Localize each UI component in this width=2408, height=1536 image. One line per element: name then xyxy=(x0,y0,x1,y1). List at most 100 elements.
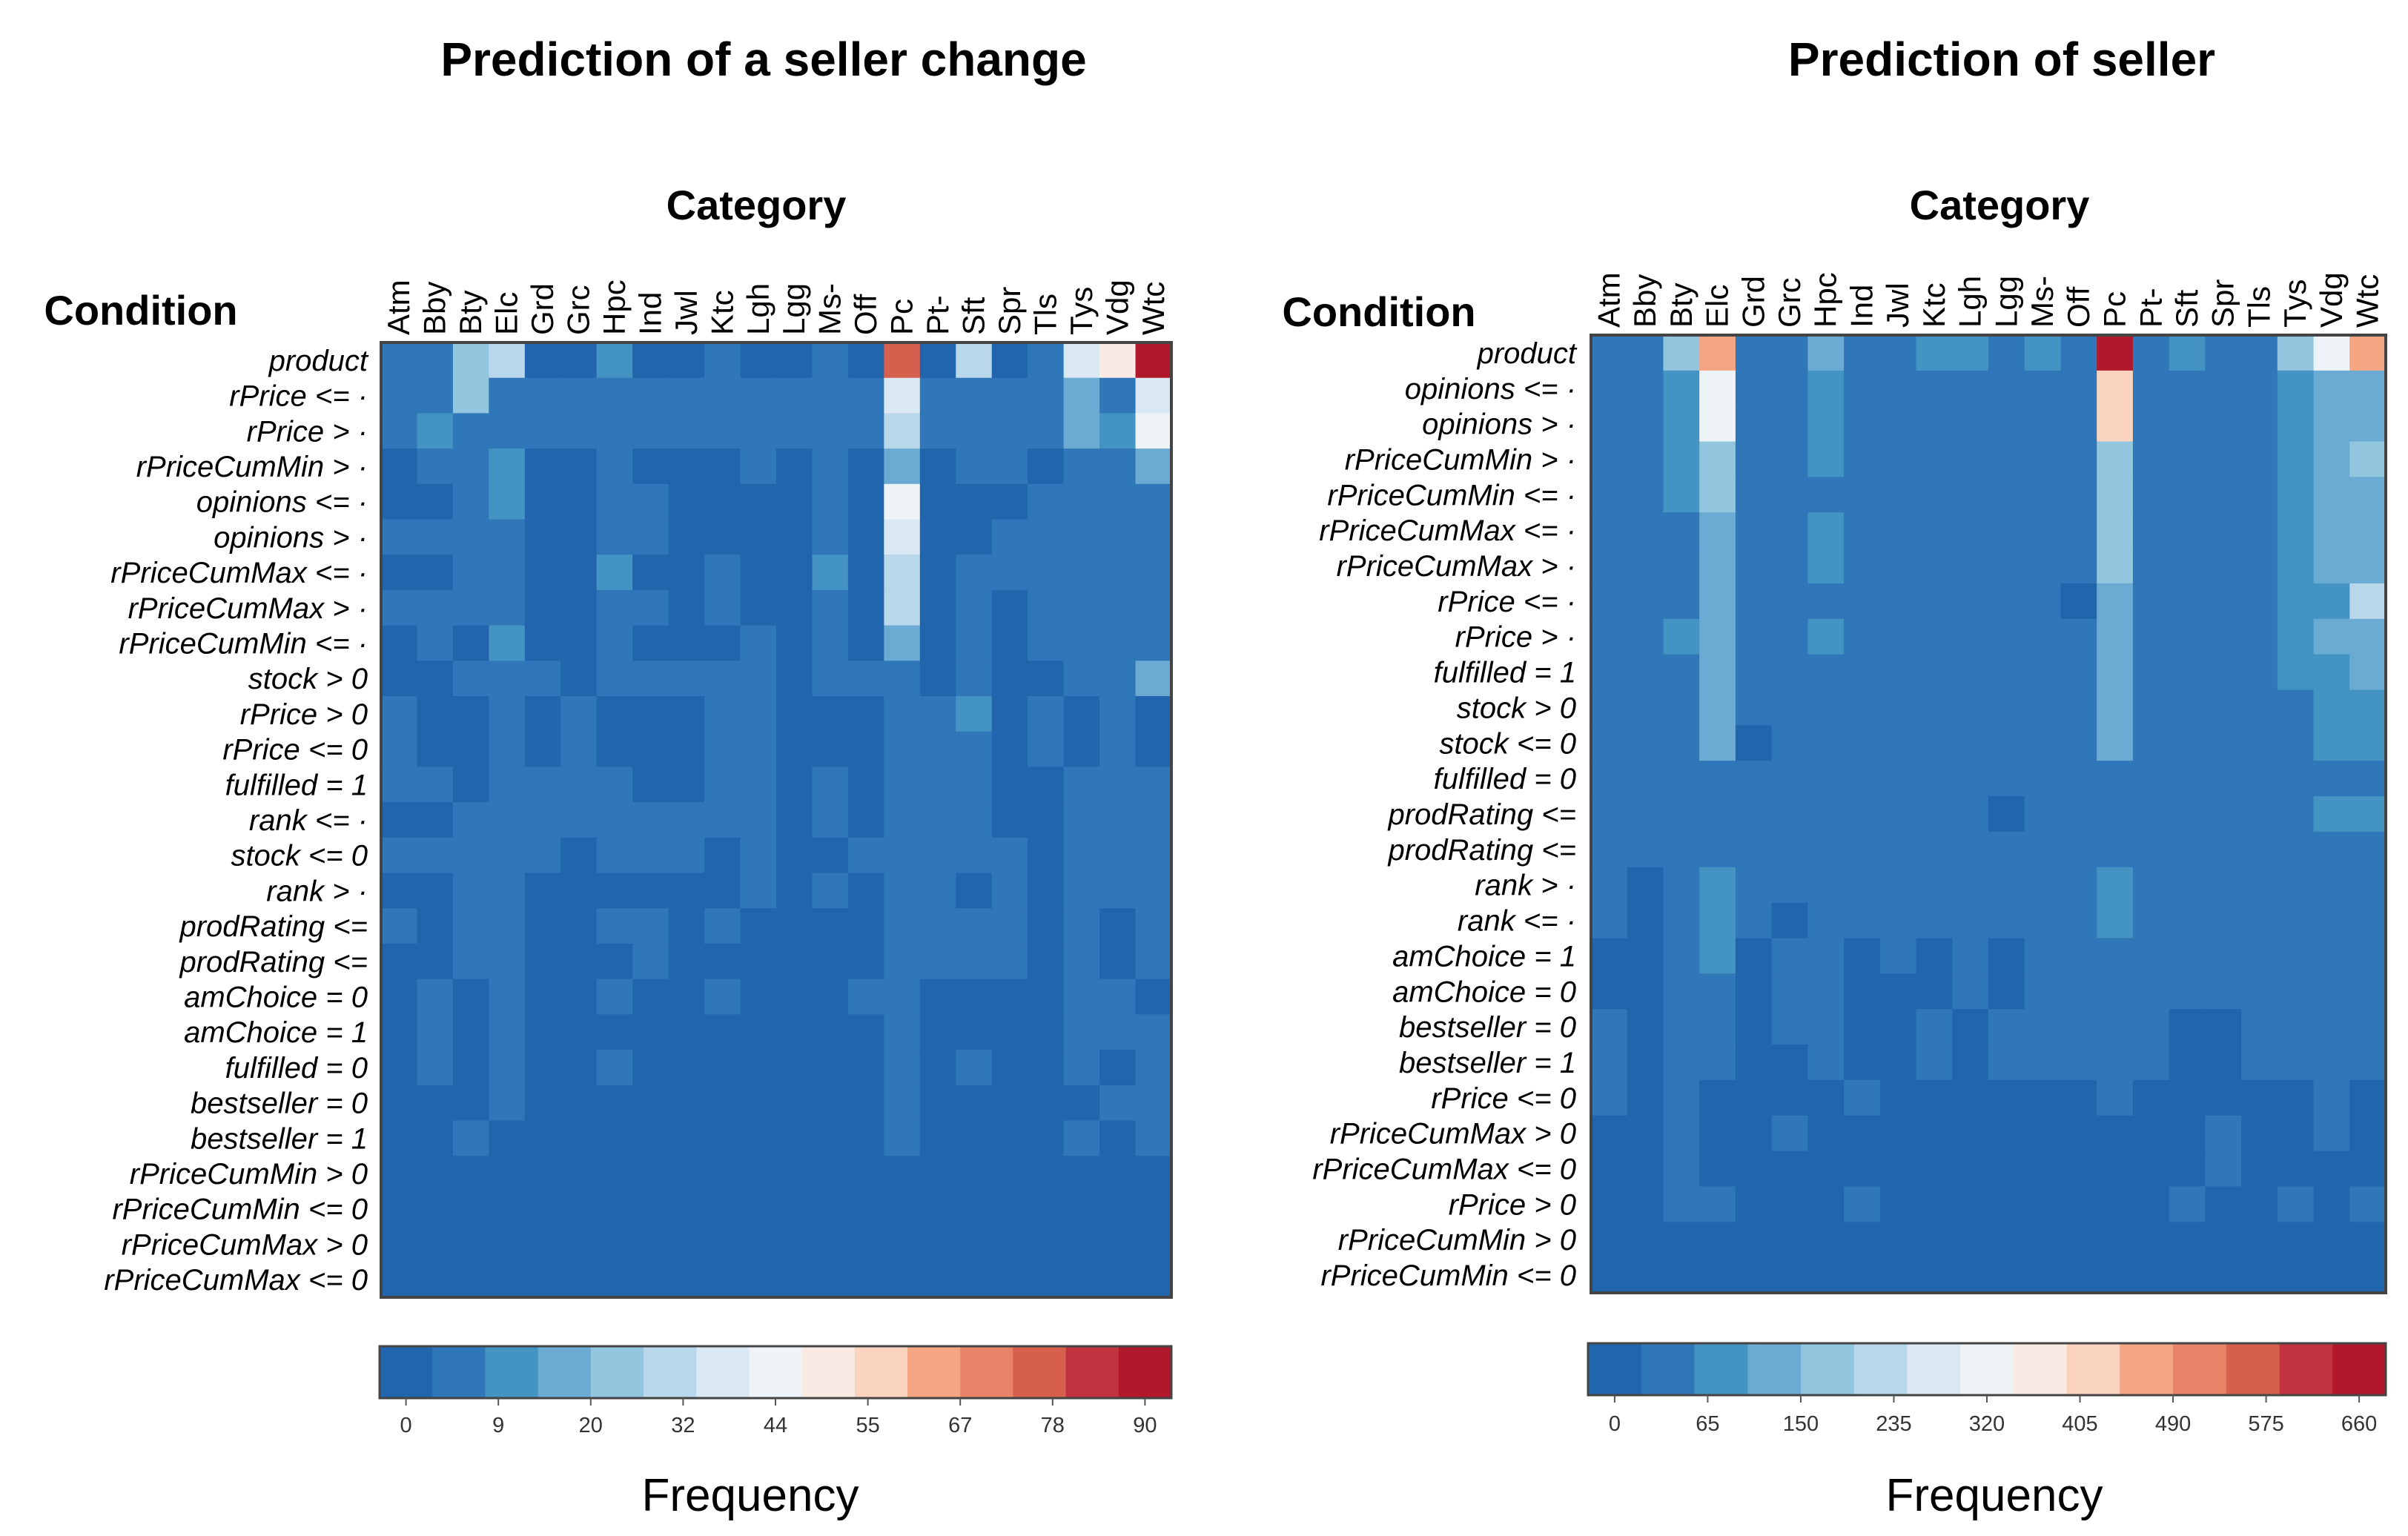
heatmap-cell xyxy=(919,731,956,768)
heatmap-cell xyxy=(1807,902,1845,939)
heatmap-cell xyxy=(919,661,956,697)
heatmap-cell xyxy=(1099,1156,1137,1192)
heatmap-cell xyxy=(452,1226,489,1262)
heatmap-cell xyxy=(1699,1257,1736,1294)
heatmap-cell xyxy=(1988,1115,2025,1152)
heatmap-cell xyxy=(452,448,489,485)
heatmap-cell xyxy=(1844,761,1881,797)
heatmap-cell xyxy=(452,873,489,909)
heatmap-cell xyxy=(1735,583,1773,620)
row-label: amChoice = 1 xyxy=(1392,940,1576,973)
heatmap-cell xyxy=(884,589,921,626)
heatmap-cell xyxy=(560,908,598,944)
heatmap-cell xyxy=(1988,831,2025,868)
heatmap-cell xyxy=(847,413,884,449)
heatmap-cell xyxy=(2205,405,2242,443)
heatmap-cell xyxy=(884,1156,921,1192)
heatmap-cell xyxy=(596,413,633,449)
heatmap-cell xyxy=(1879,831,1917,868)
heatmap-cell xyxy=(1663,831,1700,868)
heatmap-cell xyxy=(956,1191,993,1228)
heatmap-cell xyxy=(2132,405,2170,443)
heatmap-cell xyxy=(489,873,526,909)
heatmap-cell xyxy=(919,1226,956,1262)
heatmap-cell xyxy=(2024,441,2062,478)
heatmap-cell xyxy=(1807,831,1845,868)
heatmap-cell xyxy=(1879,1009,1917,1045)
heatmap-cell xyxy=(417,661,454,697)
heatmap-cell xyxy=(919,519,956,555)
heatmap-cell xyxy=(2132,725,2170,761)
heatmap-cell xyxy=(704,1262,741,1298)
heatmap-cell xyxy=(847,802,884,838)
heatmap-cell xyxy=(812,1156,849,1192)
heatmap-cell xyxy=(1028,1120,1065,1156)
heatmap-cell xyxy=(740,1262,777,1298)
heatmap-cell xyxy=(740,731,777,768)
heatmap-cell xyxy=(1879,441,1917,478)
heatmap-cell xyxy=(1028,1191,1065,1228)
heatmap-cell xyxy=(1135,661,1172,697)
heatmap-cell xyxy=(847,342,884,379)
heatmap-cell xyxy=(1735,1009,1773,1045)
heatmap-cell xyxy=(381,519,418,555)
legend-swatch xyxy=(1960,1343,2014,1395)
heatmap-cell xyxy=(596,448,633,485)
heatmap-cell xyxy=(2132,1222,2170,1258)
heatmap-cell xyxy=(2349,1045,2386,1081)
heatmap-cell xyxy=(2277,938,2315,974)
heatmap-cell xyxy=(1663,405,1700,443)
heatmap-cell xyxy=(2097,1257,2134,1294)
heatmap-cell xyxy=(991,1120,1028,1156)
color-legend: 0 65 150 235 320 405 490 575 660 xyxy=(1587,1342,2387,1436)
heatmap-cell xyxy=(2313,867,2350,904)
heatmap-cell xyxy=(1135,837,1172,874)
heatmap-cell xyxy=(1699,370,1736,407)
heatmap-cell xyxy=(1699,1079,1736,1116)
heatmap-cell xyxy=(632,342,669,379)
y-axis-title: Condition xyxy=(1282,288,1475,335)
heatmap-cell xyxy=(524,1226,561,1262)
heatmap-cell xyxy=(1627,405,1664,443)
heatmap-cell xyxy=(991,413,1028,449)
heatmap-cell xyxy=(1663,477,1700,513)
row-label: rPrice > · xyxy=(1455,621,1576,654)
heatmap-cell xyxy=(1879,512,1917,549)
heatmap-cell xyxy=(1028,837,1065,874)
heatmap-cell xyxy=(2241,1009,2278,1045)
heatmap-cell xyxy=(2060,1222,2097,1258)
heatmap-cell xyxy=(1807,477,1845,513)
heatmap-cell xyxy=(632,483,669,520)
heatmap-cell xyxy=(1916,689,1953,726)
heatmap-cell xyxy=(596,519,633,555)
heatmap-cell xyxy=(381,802,418,838)
heatmap-cell xyxy=(524,589,561,626)
heatmap-cell xyxy=(1807,938,1845,974)
heatmap-cell xyxy=(2024,512,2062,549)
heatmap-cell xyxy=(991,519,1028,555)
heatmap-cell xyxy=(1807,689,1845,726)
heatmap-cell xyxy=(1099,837,1137,874)
heatmap-cell xyxy=(704,483,741,520)
heatmap-cell xyxy=(2205,689,2242,726)
heatmap-cell xyxy=(847,837,884,874)
heatmap-cell xyxy=(2060,335,2097,371)
column-label: Off xyxy=(848,294,883,335)
heatmap-cell xyxy=(2132,618,2170,655)
heatmap-cell xyxy=(1063,1120,1100,1156)
heatmap-cell xyxy=(1099,589,1137,626)
heatmap-cell xyxy=(1879,938,1917,974)
row-label: bestseller = 0 xyxy=(1399,1011,1576,1044)
heatmap-cell xyxy=(2277,1186,2315,1222)
heatmap-cell xyxy=(1028,448,1065,485)
heatmap-cell xyxy=(776,979,813,1015)
heatmap-cell xyxy=(1663,548,1700,584)
heatmap-cell xyxy=(489,1156,526,1192)
legend-swatch xyxy=(1907,1343,1961,1395)
heatmap-cell xyxy=(2024,1115,2062,1152)
heatmap-cell xyxy=(524,377,561,414)
heatmap-cell xyxy=(704,731,741,768)
heatmap-cell xyxy=(1135,1226,1172,1262)
heatmap-cell xyxy=(668,448,705,485)
heatmap-cell xyxy=(381,943,418,980)
